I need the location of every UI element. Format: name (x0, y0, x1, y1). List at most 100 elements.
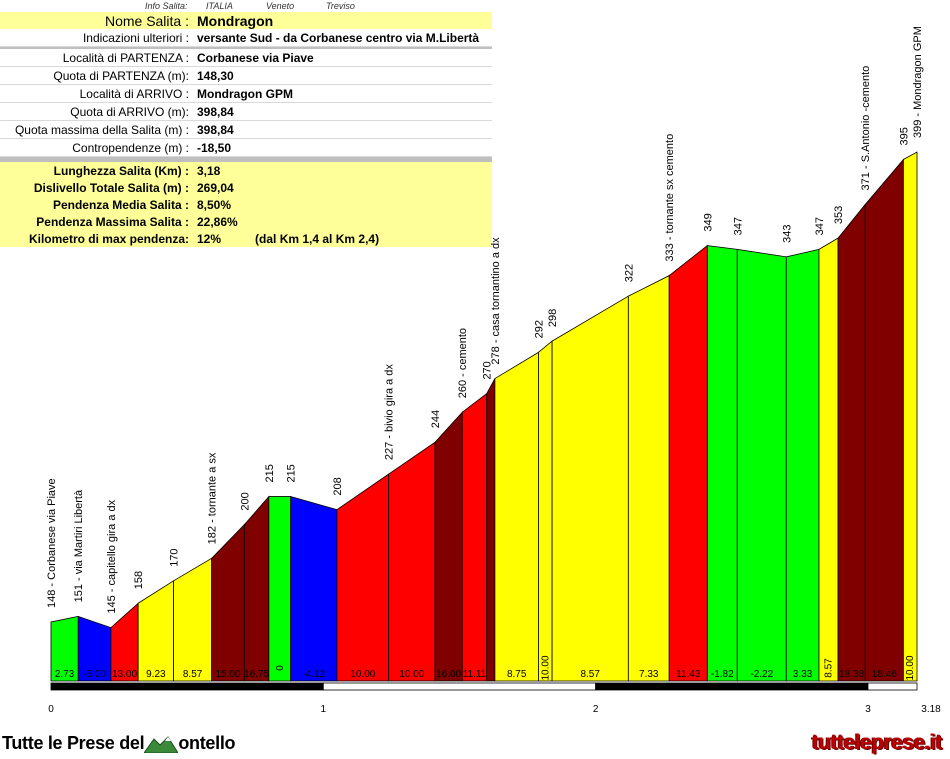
profile-segment (494, 351, 539, 682)
x-tick-label: 2 (593, 704, 599, 715)
separator (0, 46, 492, 49)
info-top-label: Info Salita: (145, 1, 188, 11)
elevation-point-label: 170 (169, 548, 181, 566)
profile-segment (706, 245, 738, 682)
quota-max-label: Quota massima della Salita (m) : (0, 120, 193, 139)
pend-media-value: 8,50% (193, 196, 492, 213)
distance-scale-bar (50, 682, 324, 691)
distance-scale-bar (322, 682, 597, 691)
segment-grade-label: 16.00 (436, 669, 461, 680)
elevation-point-label: 215 (286, 464, 298, 482)
segment-grade-label: 9.23 (146, 669, 166, 680)
elevation-point-label: 148 - Corbanese via Piave (46, 478, 58, 608)
km-max-value: 12% (dal Km 1,4 al Km 2,4) (193, 230, 492, 247)
contropendenze-value: -18,50 (193, 138, 492, 157)
profile-segment (268, 496, 292, 682)
segment-grade-label: 18.38 (839, 669, 864, 680)
profile-segment (818, 237, 839, 682)
info-top: Info Salita: ITALIA Veneto Treviso (0, 0, 492, 12)
elevation-point-label: 158 (133, 571, 145, 589)
segment-grade-label: 7.33 (639, 669, 659, 680)
elevation-point-label: 298 (547, 309, 559, 327)
elevation-point-label: 349 (702, 213, 714, 231)
nome-label: Nome Salita : (0, 12, 193, 29)
profile-segment (461, 392, 488, 682)
distance-scale-bar (595, 682, 869, 691)
x-tick-label: 1 (321, 704, 327, 715)
elevation-point-label: 260 - cemento (457, 328, 469, 398)
dislivello-label: Dislivello Totale Salita (m) : (0, 179, 193, 196)
info-top-country: ITALIA (206, 1, 233, 11)
row-dislivello: Dislivello Totale Salita (m) : 269,04 (0, 179, 492, 196)
contropendenze-label: Contropendenze (m) : (0, 138, 193, 157)
segment-grade-label: 11.11 (463, 669, 487, 680)
segment-grade-label: 8.75 (507, 669, 527, 680)
profile-segment (627, 274, 670, 682)
elevation-point-label: 399 - Mondragon GPM (912, 26, 924, 138)
quota-max-value: 398,84 (193, 120, 492, 139)
segment-grade-label: 10.00 (905, 655, 916, 680)
elevation-point-label: 227 - bivio gira a dx (384, 364, 396, 460)
profile-segment (837, 203, 866, 682)
elevation-point-label: 343 (781, 225, 793, 243)
mountain-icon (144, 736, 179, 754)
segment-grade-label: -4.12 (302, 669, 325, 680)
segment-grade-label: 18.46 (872, 669, 897, 680)
quota-arrivo-value: 398,84 (193, 102, 492, 121)
partenza-label: Località di PARTENZA : (0, 49, 193, 67)
profile-segment (290, 496, 338, 682)
profile-segment (668, 244, 708, 682)
segment-grade-label: 10.00 (540, 655, 551, 680)
segment-grade-label: 8.57 (183, 669, 203, 680)
lunghezza-value: 3,18 (193, 162, 492, 179)
x-tick-label: 0 (48, 704, 54, 715)
profile-segment (538, 340, 553, 682)
profile-segment (336, 473, 390, 682)
quota-arrivo-label: Quota di ARRIVO (m): (0, 102, 193, 121)
elevation-point-label: 347 (732, 217, 744, 235)
indicazioni-label: Indicazioni ulteriori : (0, 29, 193, 47)
segment-grade-label: 0 (275, 665, 286, 671)
profile-segment (137, 580, 174, 682)
segment-grade-label: 11.43 (676, 669, 701, 680)
segment-grade-label: -2.22 (750, 669, 773, 680)
elevation-point-label: 215 (264, 464, 276, 482)
row-pend-media: Pendenza Media Salita : 8,50% (0, 196, 492, 213)
elevation-point-label: 145 - capitello gira a dx (106, 499, 118, 613)
site-logo: tutteleprese.it (811, 731, 943, 754)
elevation-point-label: 244 (430, 410, 442, 428)
x-tick-label: 3.18 (921, 704, 941, 715)
profile-segment (902, 151, 918, 682)
profile-segment (864, 158, 904, 682)
partenza-value: Corbanese via Piave (193, 49, 492, 67)
elevation-point-label: 322 (623, 264, 635, 282)
segment-grade-label: 8.57 (823, 658, 834, 678)
row-indicazioni: Indicazioni ulteriori : versante Sud - d… (0, 29, 492, 47)
segment-grade-label: 2.73 (55, 669, 75, 680)
elevation-point-label: 270 (482, 361, 494, 379)
row-nome: Nome Salita : Mondragon (0, 12, 492, 29)
row-quota-max: Quota massima della Salita (m) : 398,84 (0, 120, 492, 139)
elevation-point-label: 208 (332, 477, 344, 495)
brand-left-tail: ontello (178, 733, 236, 753)
distance-scale-bar (867, 682, 918, 691)
elevation-point-label: 371 - S.Antonio -cemento (860, 66, 872, 191)
profile-segment (211, 523, 245, 682)
info-top-province: Treviso (326, 1, 355, 11)
segment-grade-label: 10.00 (350, 669, 375, 680)
km-max-percent: 12% (197, 231, 222, 246)
pend-max-value: 22,86% (193, 213, 492, 230)
profile-segment (173, 557, 213, 682)
segment-grade-label: 3.33 (793, 669, 813, 680)
profile-segment (243, 495, 270, 682)
segment-grade-label: 16.75 (244, 669, 269, 680)
arrivo-value: Mondragon GPM (193, 84, 492, 103)
pend-media-label: Pendenza Media Salita : (0, 196, 193, 213)
elevation-point-label: 200 (239, 492, 251, 510)
segment-grade-label: -5.00 (83, 669, 106, 680)
segment-grade-label: 8.57 (580, 669, 600, 680)
pend-max-label: Pendenza Massima Salita : (0, 213, 193, 230)
brand-logo: Tutte le Prese del ontello (2, 733, 236, 754)
climb-info-table: Nome Salita : Mondragon Indicazioni ulte… (0, 12, 492, 247)
